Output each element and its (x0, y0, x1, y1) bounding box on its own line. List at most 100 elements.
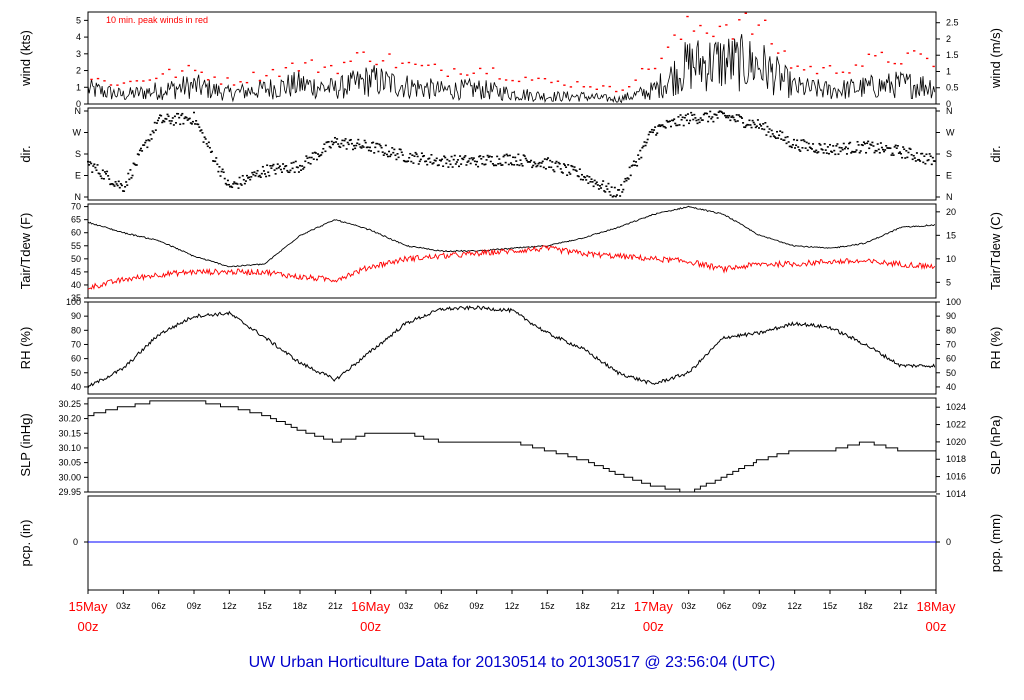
wind-ticklabel-right: 2 (946, 34, 951, 44)
temperature-ticklabel-left: 50 (71, 254, 81, 264)
hour-tick-label: 15z (540, 601, 555, 611)
direction-frame (87, 107, 937, 201)
humidity-ticklabel-right: 60 (946, 354, 956, 364)
hour-tick-label: 09z (469, 601, 484, 611)
date-label-day: 15May (68, 599, 108, 614)
pressure-ticklabel-left: 30.05 (58, 458, 81, 468)
wind-ticklabel-right: 0.5 (946, 83, 959, 93)
wind-ticklabel-left: 2 (76, 66, 81, 76)
temperature-ticklabel-right: 10 (946, 254, 956, 264)
temperature-ticklabel-left: 70 (71, 202, 81, 212)
pressure-ticklabel-left: 30.00 (58, 472, 81, 482)
direction-ticklabel-left: W (73, 128, 82, 138)
chart-title: UW Urban Horticulture Data for 20130514 … (249, 654, 776, 671)
precipitation-ylabel-left: pcp. (in) (18, 520, 33, 567)
hour-tick-label: 12z (222, 601, 237, 611)
humidity-ticklabel-left: 100 (66, 297, 81, 307)
temperature-ticklabel-left: 60 (71, 228, 81, 238)
hour-tick-label: 09z (187, 601, 202, 611)
pressure-ticklabel-right: 1020 (946, 437, 966, 447)
direction-ticklabel-right: E (946, 171, 952, 181)
hour-tick-label: 03z (116, 601, 131, 611)
temperature-ticklabel-right: 20 (946, 207, 956, 217)
date-label-day: 17May (634, 599, 674, 614)
direction-ticklabel-left: E (75, 171, 81, 181)
wind-ticklabel-left: 0 (76, 99, 81, 109)
hour-tick-label: 18z (858, 601, 873, 611)
temperature-ticklabel-left: 65 (71, 215, 81, 225)
date-label-hour: 00z (643, 619, 664, 634)
temperature-frame (87, 203, 937, 299)
temperature-ticklabel-left: 35 (71, 293, 81, 303)
hour-tick-label: 21z (328, 601, 343, 611)
precipitation-ylabel-right: pcp. (mm) (988, 514, 1003, 573)
hour-tick-label: 06z (717, 601, 732, 611)
hour-tick-label: 12z (787, 601, 802, 611)
humidity-panel: RH (%) RH (%) 40 50 60 70 80 90 100 40 50 60 70 80 90 1… (18, 297, 1003, 395)
temperature-panel: Tair/Tdew (F) Tair/Tdew (C) 35 40 45 50 55 60 65… (18, 202, 1003, 303)
hour-tick-label: 15z (257, 601, 272, 611)
temperature-ylabel-left: Tair/Tdew (F) (18, 213, 33, 290)
wind-ticklabel-left: 5 (76, 15, 81, 25)
hour-tick-label: 06z (151, 601, 166, 611)
wind-annotation: 10 min. peak winds in red (106, 15, 208, 25)
direction-ticklabel-left: N (75, 106, 82, 116)
precipitation-frame (87, 495, 937, 591)
hour-tick-label: 12z (505, 601, 520, 611)
wind-ticklabel-right: 2.5 (946, 18, 959, 28)
humidity-ticklabel-right: 80 (946, 325, 956, 335)
humidity-ticklabel-left: 40 (71, 382, 81, 392)
hour-tick-label: 09z (752, 601, 767, 611)
direction-panel: dir. dir. N E S W N N E S W N (18, 106, 1003, 202)
wind-ticklabel-right: 1.5 (946, 50, 959, 60)
direction-ylabel-left: dir. (18, 145, 33, 162)
pressure-ylabel-left: SLP (inHg) (18, 413, 33, 476)
hour-tick-label: 06z (434, 601, 449, 611)
pressure-ticklabel-right: 1018 (946, 454, 966, 464)
pressure-ticklabel-right: 1022 (946, 420, 966, 430)
pressure-frame (87, 397, 937, 493)
pressure-line (88, 400, 936, 493)
temperature-ylabel-right: Tair/Tdew (C) (988, 212, 1003, 290)
hour-tick-label: 15z (823, 601, 838, 611)
humidity-ticklabel-right: 50 (946, 368, 956, 378)
precipitation-panel: pcp. (in) pcp. (mm) 0 0 (18, 495, 1003, 591)
hour-tick-label: 18z (575, 601, 590, 611)
wind-frame (87, 11, 937, 105)
direction-ylabel-right: dir. (988, 145, 1003, 162)
date-label-day: 18May (916, 599, 956, 614)
wind-ylabel-right: wind (m/s) (988, 28, 1003, 89)
temperature-ticklabel-left: 40 (71, 280, 81, 290)
pressure-ticklabel-left: 29.95 (58, 487, 81, 497)
pressure-ticklabel-right: 1016 (946, 472, 966, 482)
hour-tick-label: 21z (611, 601, 626, 611)
humidity-ylabel-right: RH (%) (988, 327, 1003, 370)
wind-ticklabel-left: 4 (76, 32, 81, 42)
dewpoint-line (87, 245, 936, 291)
pressure-ticklabel-right: 1014 (946, 489, 966, 499)
date-label-day: 16May (351, 599, 391, 614)
direction-ticklabel-right: N (946, 192, 953, 202)
pressure-ticklabel-left: 30.15 (58, 428, 81, 438)
wind-ticklabel-right: 1 (946, 66, 951, 76)
direction-ticklabel-right: S (946, 149, 952, 159)
direction-ticklabel-left: S (75, 149, 81, 159)
pressure-panel: SLP (inHg) SLP (hPa) 29.95 30.00 30.05 30.10 3… (18, 397, 1003, 499)
humidity-ticklabel-left: 90 (71, 311, 81, 321)
pressure-ticklabel-left: 30.20 (58, 414, 81, 424)
humidity-ticklabel-right: 70 (946, 339, 956, 349)
direction-ticklabel-right: W (946, 128, 955, 138)
direction-ticklabel-right: N (946, 106, 953, 116)
humidity-ylabel-left: RH (%) (18, 327, 33, 370)
date-label-hour: 00z (360, 619, 381, 634)
wind-ticklabel-left: 1 (76, 82, 81, 92)
pressure-ylabel-right: SLP (hPa) (988, 415, 1003, 475)
hour-tick-label: 03z (399, 601, 414, 611)
wind-panel: wind (kts) wind (m/s) 0 1 2 3 4 5 0 0.5 1 1.5 2 2.5 10… (18, 11, 1003, 109)
humidity-ticklabel-right: 90 (946, 311, 956, 321)
temperature-ticklabel-left: 45 (71, 267, 81, 277)
chart-panels: wind (kts) wind (m/s)01234500.511.522.510… (18, 11, 1003, 591)
temperature-ticklabel-right: 15 (946, 230, 956, 240)
humidity-line (87, 305, 936, 389)
